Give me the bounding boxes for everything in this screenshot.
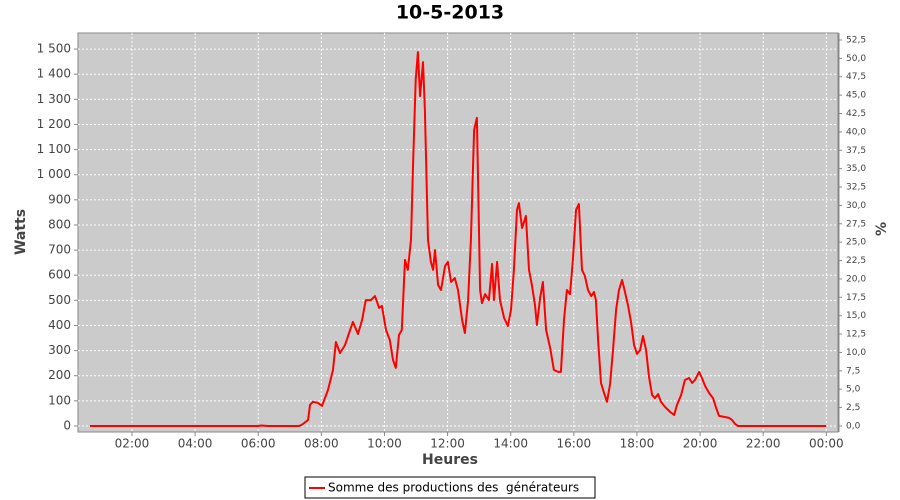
y-tick-label: 800 — [48, 217, 71, 231]
chart-title: 10-5-2013 — [396, 2, 504, 24]
y2-tick-label: 12,5 — [846, 330, 866, 340]
y2-tick-label: 52,5 — [846, 35, 866, 45]
y-tick-label: 1 100 — [37, 142, 71, 156]
y2-tick-label: 45,0 — [846, 91, 866, 101]
y-tick-label: 1 400 — [37, 67, 71, 81]
y2-tick-label: 2,5 — [846, 403, 860, 413]
y2-tick-label: 40,0 — [846, 127, 866, 137]
legend — [304, 476, 596, 499]
x-tick-label: 06:00 — [241, 437, 276, 451]
y-tick-label: 1 500 — [37, 42, 71, 56]
x-tick-label: 10:00 — [367, 437, 402, 451]
x-tick-label: 04:00 — [178, 437, 213, 451]
x-tick-label: 20:00 — [683, 437, 718, 451]
y2-tick-label: 5,0 — [846, 385, 861, 395]
y2-tick-label: 47,5 — [846, 72, 866, 82]
y-tick-label: 400 — [48, 318, 71, 332]
x-tick-label: 12:00 — [430, 437, 465, 451]
x-tick-label: 14:00 — [493, 437, 528, 451]
y-tick-label: 700 — [48, 243, 71, 257]
y-tick-label: 500 — [48, 293, 71, 307]
y2-tick-label: 0,0 — [846, 421, 861, 431]
data-line — [90, 51, 827, 427]
x-tick-label: 16:00 — [557, 437, 592, 451]
plot-area — [77, 32, 839, 433]
x-tick-label: 18:00 — [620, 437, 655, 451]
y-tick-label: 1 200 — [37, 117, 71, 131]
y2-tick-label: 50,0 — [846, 54, 866, 64]
y-tick-label: 200 — [48, 368, 71, 382]
x-tick-label: 00:00 — [809, 437, 844, 451]
y2-tick-label: 37,5 — [846, 146, 866, 156]
y-tick-label: 600 — [48, 268, 71, 282]
y-tick-label: 0 — [63, 418, 71, 432]
y2-tick-label: 25,0 — [846, 238, 866, 248]
x-tick-label: 22:00 — [746, 437, 781, 451]
y-axis-label: Watts — [13, 209, 29, 255]
y-tick-label: 300 — [48, 343, 71, 357]
y2-tick-label: 15,0 — [846, 311, 866, 321]
y2-tick-label: 10,0 — [846, 348, 866, 358]
y-tick-label: 1 300 — [37, 92, 71, 106]
y2-tick-label: 42,5 — [846, 109, 866, 119]
x-tick-label: 02:00 — [115, 437, 150, 451]
y2-tick-label: 17,5 — [846, 293, 866, 303]
y2-tick-label: 20,0 — [846, 274, 866, 284]
y2-tick-label: 27,5 — [846, 219, 866, 229]
x-axis-label: Heures — [422, 452, 478, 468]
y2-tick-label: 7,5 — [846, 366, 860, 376]
y2-tick-label: 35,0 — [846, 164, 866, 174]
y-tick-label: 1 000 — [37, 167, 71, 181]
y2-tick-label: 22,5 — [846, 256, 866, 266]
y2-tick-label: 30,0 — [846, 201, 866, 211]
y-tick-label: 100 — [48, 393, 71, 407]
y-tick-label: 900 — [48, 192, 71, 206]
x-tick-label: 08:00 — [304, 437, 339, 451]
y2-tick-label: 32,5 — [846, 183, 866, 193]
y2-axis-label: % — [874, 222, 890, 236]
legend-label: Somme des productions des générateurs — [328, 481, 579, 495]
